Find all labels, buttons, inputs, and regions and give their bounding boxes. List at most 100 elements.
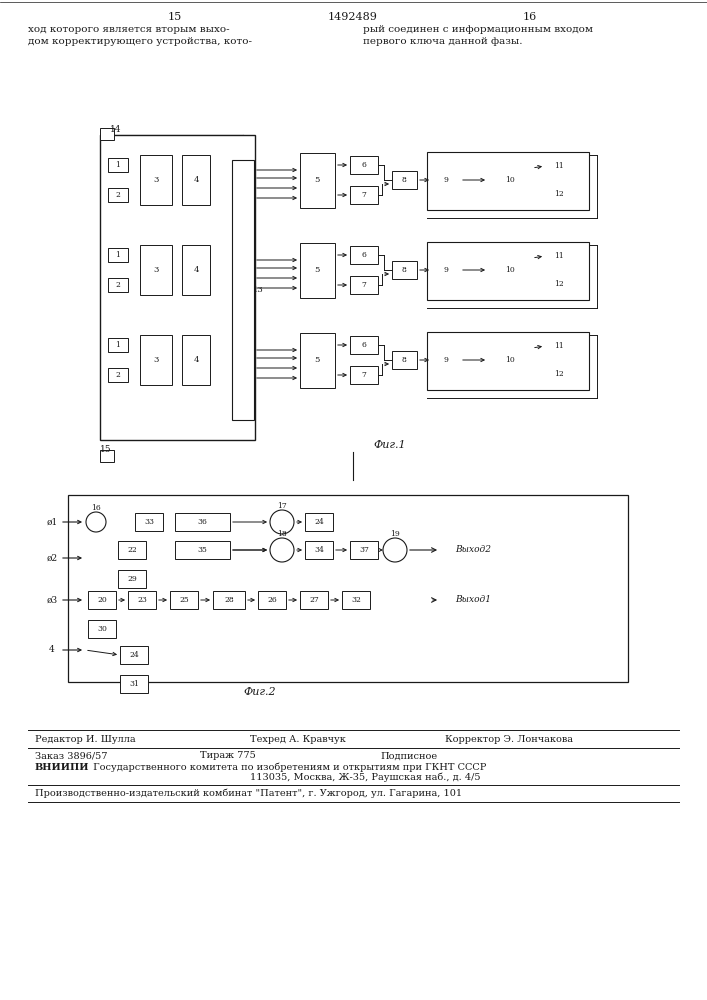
Bar — [182, 245, 210, 295]
Text: Производственно-издательский комбинат "Патент", г. Ужгород, ул. Гагарина, 101: Производственно-издательский комбинат "П… — [35, 788, 462, 798]
Bar — [100, 135, 255, 440]
Bar — [213, 591, 245, 609]
Bar — [108, 278, 128, 292]
Bar — [427, 152, 589, 210]
Text: 25: 25 — [179, 596, 189, 604]
Text: 10: 10 — [505, 266, 515, 274]
Bar — [118, 541, 146, 559]
Bar — [342, 591, 370, 609]
Text: 6: 6 — [361, 161, 366, 169]
Text: 28: 28 — [224, 596, 234, 604]
Bar — [120, 646, 148, 664]
Bar — [545, 247, 573, 265]
Circle shape — [383, 538, 407, 562]
Text: 9: 9 — [443, 176, 448, 184]
Text: 7: 7 — [361, 191, 366, 199]
Text: 14: 14 — [110, 125, 122, 134]
Text: 6: 6 — [361, 251, 366, 259]
Text: Техред А. Кравчук: Техред А. Кравчук — [250, 734, 346, 744]
Text: 31: 31 — [129, 680, 139, 688]
Text: 35: 35 — [197, 546, 207, 554]
Text: 10: 10 — [505, 176, 515, 184]
Text: 16: 16 — [523, 12, 537, 22]
Bar — [175, 513, 230, 531]
Text: 4: 4 — [49, 646, 55, 654]
Bar — [427, 332, 589, 390]
Bar — [100, 128, 114, 140]
Bar — [120, 675, 148, 693]
Text: 7: 7 — [361, 371, 366, 379]
Bar — [232, 160, 254, 420]
Bar — [182, 155, 210, 205]
Bar — [432, 171, 460, 189]
Text: Фиг.2: Фиг.2 — [244, 687, 276, 697]
Text: 2: 2 — [115, 281, 120, 289]
Text: 16: 16 — [91, 504, 101, 512]
Text: 18: 18 — [277, 530, 287, 538]
Text: 9: 9 — [443, 356, 448, 364]
Bar — [300, 333, 335, 388]
Text: Фиг.1: Фиг.1 — [374, 440, 407, 450]
Bar — [300, 153, 335, 208]
Text: Государственного комитета по изобретениям и открытиям при ГКНТ СССР: Государственного комитета по изобретения… — [90, 762, 486, 772]
Text: 11: 11 — [554, 252, 564, 260]
Text: Корректор Э. Лончакова: Корректор Э. Лончакова — [445, 734, 573, 744]
Bar — [88, 591, 116, 609]
Bar — [258, 591, 286, 609]
Text: первого ключа данной фазы.: первого ключа данной фазы. — [363, 36, 522, 45]
Text: 1: 1 — [115, 161, 120, 169]
Text: 22: 22 — [127, 546, 137, 554]
Bar — [140, 335, 172, 385]
Text: 15: 15 — [168, 12, 182, 22]
Text: дом корректирующего устройства, кото-: дом корректирующего устройства, кото- — [28, 36, 252, 45]
Bar — [135, 513, 163, 531]
Text: 37: 37 — [359, 546, 369, 554]
Circle shape — [270, 538, 294, 562]
Bar — [350, 276, 378, 294]
Circle shape — [488, 338, 532, 382]
Text: 12: 12 — [554, 280, 564, 288]
Bar — [68, 495, 628, 682]
Text: Подписное: Подписное — [380, 752, 437, 760]
Text: Тираж 775: Тираж 775 — [200, 752, 256, 760]
Bar — [545, 157, 573, 175]
Text: 1492489: 1492489 — [328, 12, 378, 22]
Bar — [88, 620, 116, 638]
Text: 5: 5 — [315, 356, 320, 364]
Text: 9: 9 — [443, 266, 448, 274]
Bar — [128, 591, 156, 609]
Bar — [108, 248, 128, 262]
Bar — [108, 338, 128, 352]
Text: 5: 5 — [315, 266, 320, 274]
Text: 4: 4 — [193, 356, 199, 364]
Text: 29: 29 — [127, 575, 137, 583]
Text: рый соединен с информационным входом: рый соединен с информационным входом — [363, 25, 593, 34]
Text: 5: 5 — [315, 176, 320, 184]
Text: 27: 27 — [309, 596, 319, 604]
Bar — [305, 541, 333, 559]
Text: ø2: ø2 — [47, 554, 57, 562]
Bar — [432, 261, 460, 279]
Bar — [432, 351, 460, 369]
Bar — [305, 513, 333, 531]
Text: 33: 33 — [144, 518, 154, 526]
Text: 1: 1 — [115, 341, 120, 349]
Bar — [108, 368, 128, 382]
Text: 12: 12 — [554, 370, 564, 378]
Bar — [350, 246, 378, 264]
Text: 11: 11 — [554, 342, 564, 350]
Text: ход которого является вторым выхо-: ход которого является вторым выхо- — [28, 25, 230, 34]
Text: 24: 24 — [129, 651, 139, 659]
Text: 12: 12 — [554, 190, 564, 198]
Text: 2: 2 — [115, 191, 120, 199]
Bar — [118, 570, 146, 588]
Bar — [545, 337, 573, 355]
Bar — [350, 336, 378, 354]
Text: 36: 36 — [197, 518, 207, 526]
Text: 6: 6 — [361, 341, 366, 349]
Bar — [350, 366, 378, 384]
Bar — [108, 158, 128, 172]
Text: 8: 8 — [402, 176, 407, 184]
Text: 24: 24 — [314, 518, 324, 526]
Text: Выход1: Выход1 — [455, 595, 491, 604]
